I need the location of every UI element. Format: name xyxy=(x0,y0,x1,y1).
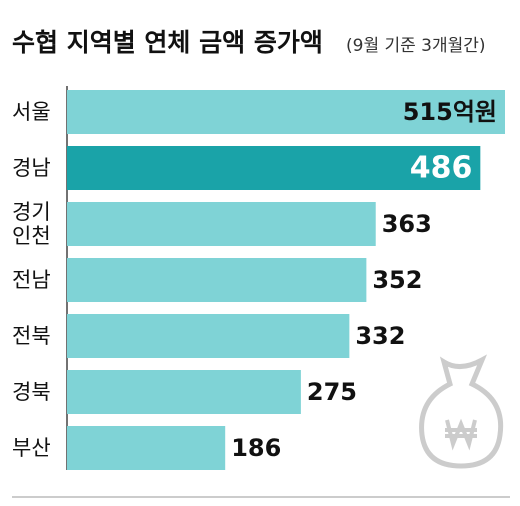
category-label: 전북 xyxy=(12,324,51,348)
value-label: 486 xyxy=(410,151,473,186)
bar xyxy=(67,258,367,302)
value-label: 332 xyxy=(355,322,405,350)
money-bag-icon xyxy=(419,354,504,469)
category-label: 부산 xyxy=(12,436,51,460)
category-label: 경기 인천 xyxy=(12,200,51,248)
chart-title: 수협 지역별 연체 금액 증가액 xyxy=(12,28,323,57)
bar xyxy=(67,202,376,246)
bar xyxy=(67,370,301,414)
category-label: 경남 xyxy=(12,156,51,180)
value-label: 275 xyxy=(307,378,357,406)
category-label: 서울 xyxy=(12,100,51,124)
bar xyxy=(67,314,350,358)
category-label: 전남 xyxy=(12,268,51,292)
bar xyxy=(67,90,505,134)
value-label: 186 xyxy=(231,434,281,462)
bar xyxy=(67,146,481,190)
chart-subtitle: (9월 기준 3개월간) xyxy=(346,36,486,56)
value-label: 363 xyxy=(382,210,432,238)
category-label: 경북 xyxy=(12,380,51,404)
bar xyxy=(67,426,226,470)
value-label: 515억원 xyxy=(403,98,497,126)
value-label: 352 xyxy=(372,266,422,294)
